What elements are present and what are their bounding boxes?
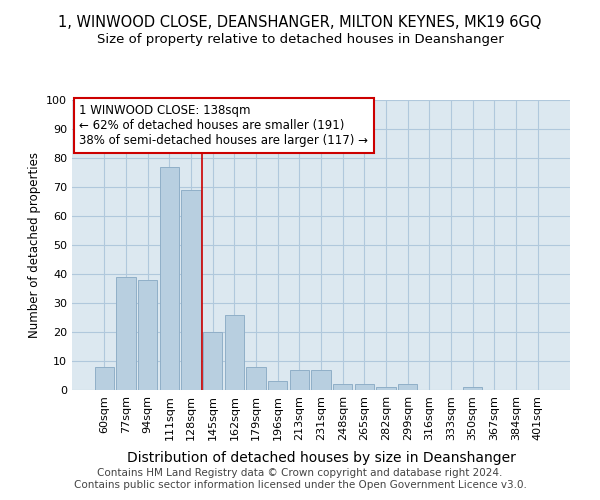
Bar [376, 387, 396, 390]
Bar [268, 382, 287, 390]
Bar [224, 314, 244, 390]
Bar [398, 384, 418, 390]
X-axis label: Distribution of detached houses by size in Deanshanger: Distribution of detached houses by size … [127, 451, 515, 465]
Bar [160, 166, 179, 390]
Bar [246, 367, 266, 390]
Text: Contains HM Land Registry data © Crown copyright and database right 2024.
Contai: Contains HM Land Registry data © Crown c… [74, 468, 526, 490]
Bar [203, 332, 223, 390]
Text: 1 WINWOOD CLOSE: 138sqm
← 62% of detached houses are smaller (191)
38% of semi-d: 1 WINWOOD CLOSE: 138sqm ← 62% of detache… [79, 104, 368, 148]
Bar [95, 367, 114, 390]
Bar [355, 384, 374, 390]
Y-axis label: Number of detached properties: Number of detached properties [28, 152, 41, 338]
Bar [290, 370, 309, 390]
Bar [181, 190, 201, 390]
Text: 1, WINWOOD CLOSE, DEANSHANGER, MILTON KEYNES, MK19 6GQ: 1, WINWOOD CLOSE, DEANSHANGER, MILTON KE… [58, 15, 542, 30]
Bar [463, 387, 482, 390]
Bar [116, 277, 136, 390]
Bar [333, 384, 352, 390]
Text: Size of property relative to detached houses in Deanshanger: Size of property relative to detached ho… [97, 32, 503, 46]
Bar [311, 370, 331, 390]
Bar [138, 280, 157, 390]
